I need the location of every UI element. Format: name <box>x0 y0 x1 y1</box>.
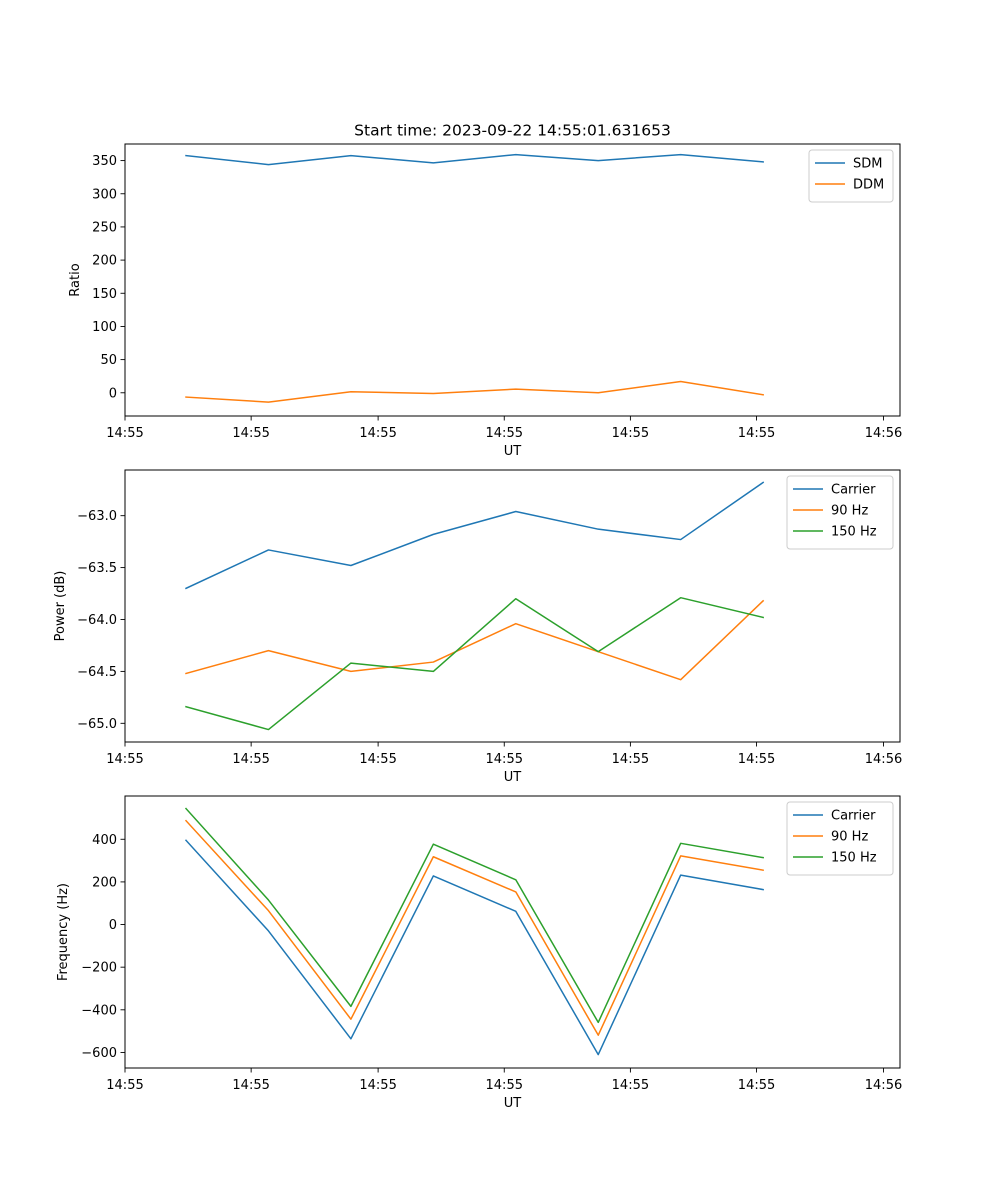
x-tick-label: 14:55 <box>612 426 649 441</box>
y-tick-label: −64.0 <box>77 613 117 628</box>
x-tick-label: 14:56 <box>865 752 902 767</box>
series-line-carrier <box>185 481 765 590</box>
series-line-150-hz <box>184 807 765 1024</box>
subplot-1: 14:55 14:55 14:55 14:55 14:55 14:55 14:56 0 50 10… <box>68 143 902 459</box>
x-tick-label: 14:55 <box>232 1078 269 1093</box>
axes-frame <box>124 143 901 417</box>
x-axis-label: UT <box>504 444 522 459</box>
legend-label: 90 Hz <box>831 830 868 845</box>
subplot-2: 14:55 14:55 14:55 14:55 14:55 14:55 14:56 −65.0… <box>53 469 902 785</box>
x-tick-label: 14:55 <box>232 752 269 767</box>
y-tick-label: −64.5 <box>77 665 117 680</box>
legend-label: Carrier <box>831 483 876 498</box>
legend-label: Carrier <box>831 809 876 824</box>
y-tick-label: −63.0 <box>77 509 117 524</box>
y-tick-label: 200 <box>92 254 117 269</box>
y-tick-label: 200 <box>92 875 117 890</box>
series-line-90-hz <box>184 819 765 1036</box>
y-tick-label: 0 <box>109 918 117 933</box>
subplots: 14:55 14:55 14:55 14:55 14:55 14:55 14:56 0 50 10… <box>53 143 902 1111</box>
y-tick-label: 300 <box>92 187 117 202</box>
y-tick-label: 0 <box>109 386 117 401</box>
series-line-90-hz <box>185 599 765 681</box>
legend-label: 90 Hz <box>831 504 868 519</box>
legend-label: 150 Hz <box>831 851 877 866</box>
series-line-sdm <box>185 153 764 166</box>
y-axis-label: Ratio <box>68 263 83 296</box>
y-tick-label: −600 <box>81 1046 117 1061</box>
series-line-carrier <box>184 839 765 1056</box>
axes-frame <box>124 795 901 1069</box>
y-axis-label: Power (dB) <box>53 571 68 642</box>
y-tick-label: −200 <box>81 961 117 976</box>
figure-title: Start time: 2023-09-22 14:55:01.631653 <box>354 122 671 140</box>
y-tick-label: 250 <box>92 220 117 235</box>
x-tick-label: 14:55 <box>612 752 649 767</box>
x-tick-label: 14:55 <box>106 426 143 441</box>
x-tick-label: 14:56 <box>865 426 902 441</box>
legend-label: SDM <box>853 157 882 172</box>
x-axis-label: UT <box>504 770 522 785</box>
y-tick-label: −400 <box>81 1003 117 1018</box>
x-axis-label: UT <box>504 1096 522 1111</box>
legend-label: DDM <box>853 178 884 193</box>
x-tick-label: 14:55 <box>738 752 775 767</box>
legend-label: 150 Hz <box>831 525 877 540</box>
subplot-3: 14:55 14:55 14:55 14:55 14:55 14:55 14:56 −600 −… <box>56 795 902 1111</box>
legend: SDM DDM <box>808 149 894 203</box>
x-tick-label: 14:55 <box>486 1078 523 1093</box>
x-tick-label: 14:55 <box>486 426 523 441</box>
y-tick-label: 350 <box>92 154 117 169</box>
y-tick-label: −63.5 <box>77 561 117 576</box>
y-tick-label: 400 <box>92 833 117 848</box>
x-tick-label: 14:55 <box>738 1078 775 1093</box>
x-tick-label: 14:55 <box>232 426 269 441</box>
x-tick-label: 14:56 <box>865 1078 902 1093</box>
series-line-ddm <box>185 380 764 403</box>
series-line-150-hz <box>185 596 765 731</box>
y-axis-label: Frequency (Hz) <box>56 883 71 981</box>
y-tick-label: 50 <box>100 353 117 368</box>
y-tick-label: 100 <box>92 320 117 335</box>
y-tick-label: −65.0 <box>77 717 117 732</box>
x-tick-label: 14:55 <box>612 1078 649 1093</box>
legend: Carrier 90 Hz 150 Hz <box>786 475 894 550</box>
x-tick-label: 14:55 <box>359 426 396 441</box>
x-tick-label: 14:55 <box>359 752 396 767</box>
x-tick-label: 14:55 <box>106 1078 143 1093</box>
legend: Carrier 90 Hz 150 Hz <box>786 801 894 876</box>
axes-frame <box>124 469 901 743</box>
y-tick-label: 150 <box>92 287 117 302</box>
x-tick-label: 14:55 <box>486 752 523 767</box>
x-tick-label: 14:55 <box>106 752 143 767</box>
x-tick-label: 14:55 <box>738 426 775 441</box>
x-tick-label: 14:55 <box>359 1078 396 1093</box>
